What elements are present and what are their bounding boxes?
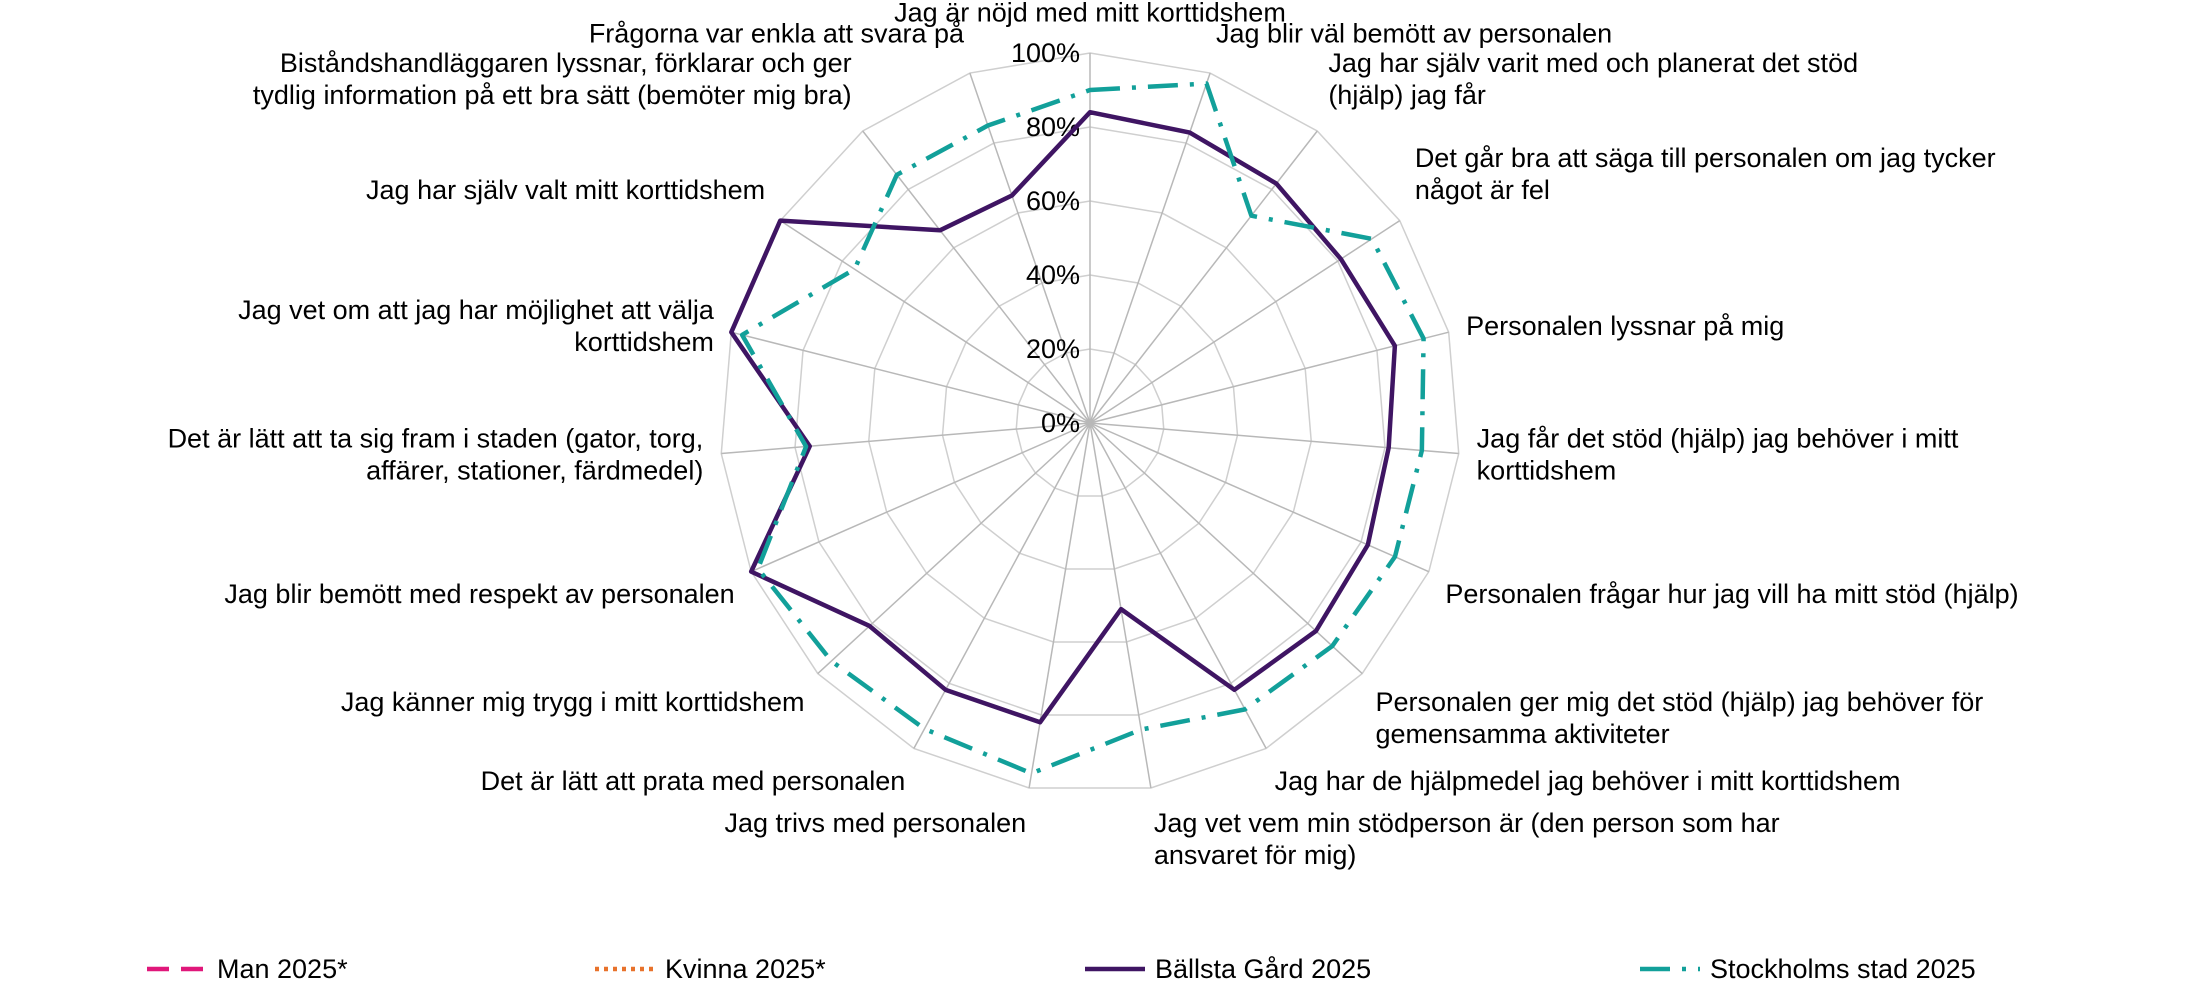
- spoke: [721, 422, 1091, 455]
- y-tick-label: 60%: [1026, 186, 1080, 216]
- spoke: [1089, 220, 1401, 424]
- category-label: Jag har de hjälpmedel jag behöver i mitt…: [1275, 766, 1901, 796]
- spoke: [1089, 422, 1459, 455]
- y-tick-label: 0%: [1041, 408, 1080, 438]
- spoke: [913, 422, 1091, 749]
- spoke: [1028, 422, 1091, 789]
- legend-label: Stockholms stad 2025: [1710, 954, 1976, 984]
- category-label: Personalen ger mig det stöd (hjälp) jag …: [1375, 687, 1983, 749]
- legend-label: Man 2025*: [217, 954, 348, 984]
- y-tick-label: 40%: [1026, 260, 1080, 290]
- category-label: Jag har själv varit med och planerat det…: [1328, 48, 1858, 110]
- grid-ring: [868, 200, 1312, 643]
- spoke: [862, 130, 1091, 424]
- category-label: Jag blir bemött med respekt av personale…: [224, 579, 734, 609]
- category-label: Jag vet vem min stödperson är (den perso…: [1154, 808, 1780, 870]
- category-label: Jag får det stöd (hjälp) jag behöver i m…: [1477, 423, 1959, 485]
- category-label: Jag trivs med personalen: [724, 808, 1026, 838]
- category-label: Det är lätt att prata med personalen: [481, 766, 906, 796]
- spoke: [731, 331, 1091, 424]
- category-label: Jag känner mig trygg i mitt korttidshem: [341, 687, 805, 717]
- y-tick-label: 80%: [1026, 112, 1080, 142]
- spoke: [969, 72, 1091, 424]
- spoke: [1089, 422, 1363, 675]
- spoke: [1089, 422, 1267, 749]
- spoke: [779, 220, 1091, 424]
- legend-label: Bällsta Gård 2025: [1155, 954, 1371, 984]
- y-tick-label: 20%: [1026, 334, 1080, 364]
- spoke: [1089, 331, 1449, 424]
- category-label: Personalen lyssnar på mig: [1466, 311, 1784, 341]
- category-label: Personalen frågar hur jag vill ha mitt s…: [1445, 579, 2018, 609]
- spoke: [1089, 130, 1318, 424]
- category-label: Det är lätt att ta sig fram i staden (ga…: [168, 423, 704, 485]
- spoke: [1089, 422, 1152, 789]
- spoke: [1089, 422, 1430, 573]
- grid-ring: [1015, 348, 1165, 497]
- category-label: Jag blir väl bemött av personalen: [1216, 19, 1612, 49]
- category-label: Frågorna var enkla att svara på: [589, 19, 965, 49]
- category-label: Jag är nöjd med mitt korttidshem: [894, 0, 1286, 27]
- spoke: [750, 422, 1091, 573]
- series-line: [729, 109, 1398, 725]
- y-tick-label: 100%: [1011, 38, 1080, 68]
- grid-ring: [794, 126, 1386, 716]
- category-label: Biståndshandläggaren lyssnar, förklarar …: [253, 48, 852, 110]
- category-label: Det går bra att säga till personalen om …: [1415, 143, 1996, 205]
- spoke: [817, 422, 1091, 675]
- category-label: Jag vet om att jag har möjlighet att väl…: [238, 295, 715, 357]
- category-label: Jag har själv valt mitt korttidshem: [366, 175, 765, 205]
- legend-label: Kvinna 2025*: [665, 954, 826, 984]
- series-line: [739, 81, 1426, 776]
- grid-ring: [941, 274, 1239, 570]
